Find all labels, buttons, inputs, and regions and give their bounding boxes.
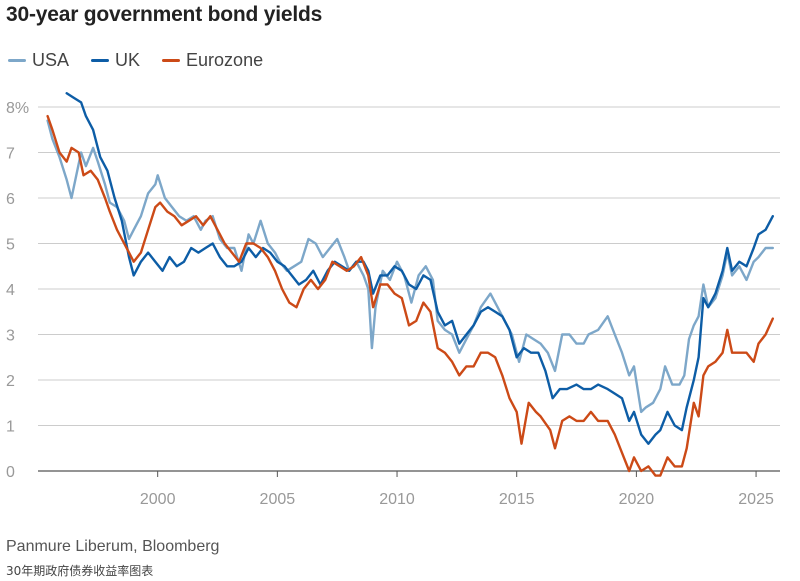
x-tick-label-2005: 2005: [260, 491, 296, 508]
legend-label-usa: USA: [32, 50, 70, 70]
y-tick-label-7: 7: [6, 146, 15, 163]
legend-swatch-uk: [91, 59, 110, 62]
y-tick-label-2: 2: [6, 373, 15, 390]
y-tick-label-6: 6: [6, 191, 15, 208]
series-line-uk: [65, 92, 774, 445]
y-tick-label-5: 5: [6, 237, 15, 254]
x-tick-label-2025: 2025: [738, 491, 774, 508]
x-tick-label-2010: 2010: [379, 491, 415, 508]
y-tick-label-4: 4: [6, 282, 15, 299]
x-tick-label-2015: 2015: [499, 491, 535, 508]
legend-label-eurozone: Eurozone: [186, 50, 264, 70]
y-tick-label-3: 3: [6, 328, 15, 345]
legend-label-uk: UK: [115, 50, 141, 70]
legend-swatch-eurozone: [162, 59, 181, 62]
legend-item-uk: UK: [91, 50, 140, 71]
legend: USA UK Eurozone: [8, 50, 285, 71]
x-tick-label-2000: 2000: [140, 491, 176, 508]
source-note: Panmure Liberum, Bloomberg: [6, 538, 220, 555]
y-tick-label-0: 0: [6, 464, 15, 481]
legend-item-eurozone: Eurozone: [162, 50, 263, 71]
caption-note: 30年期政府债券收益率图表: [6, 564, 154, 578]
chart-title: 30-year government bond yields: [6, 3, 323, 26]
x-tick-label-2020: 2020: [619, 491, 655, 508]
legend-swatch-usa: [8, 59, 26, 62]
legend-item-usa: USA: [8, 50, 69, 71]
y-tick-label-1: 1: [6, 419, 15, 436]
series-line-usa: [46, 119, 774, 414]
series-line-eurozone: [46, 114, 774, 477]
y-tick-label-8: 8%: [6, 100, 29, 117]
